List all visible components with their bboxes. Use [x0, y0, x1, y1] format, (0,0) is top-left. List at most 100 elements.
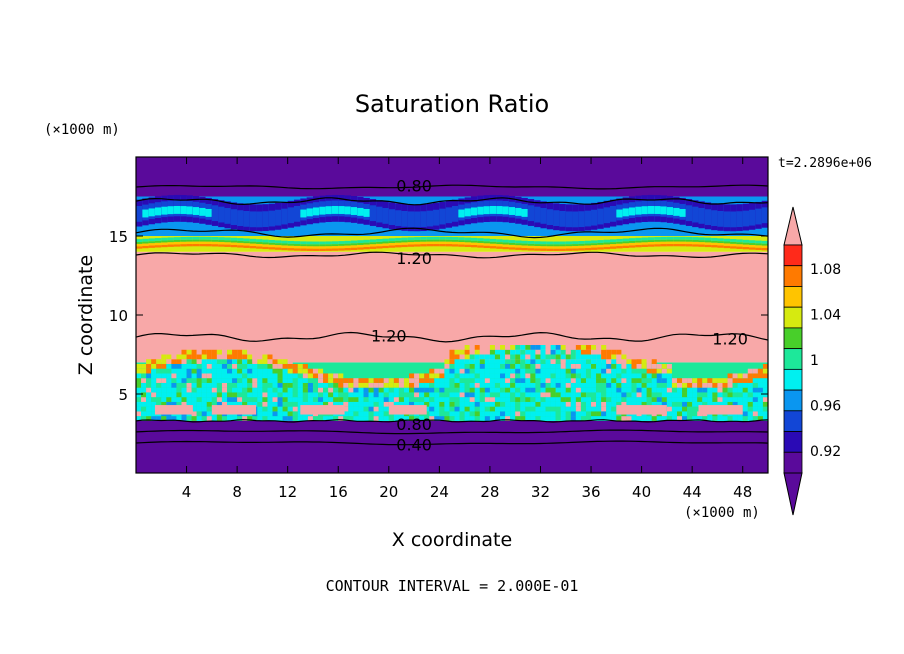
field-cell-1305	[403, 397, 410, 402]
field-cell-1123	[307, 401, 313, 407]
field-cell-1999	[641, 373, 647, 379]
field-cell-1073	[287, 406, 293, 412]
field-cell-467	[483, 238, 490, 242]
contour-label-4: 0.80	[396, 415, 432, 434]
field-cell-649	[136, 392, 142, 398]
field-cell-62	[294, 205, 301, 222]
field-cell-707	[161, 416, 167, 421]
field-cell-1474	[474, 416, 480, 421]
field-cell-1559	[500, 392, 506, 398]
field-cell-320	[256, 246, 263, 249]
field-cell-853	[206, 349, 212, 355]
field-cell-113	[420, 211, 427, 228]
field-cell-1306	[403, 392, 410, 398]
field-cell-429	[426, 241, 434, 244]
field-cell-762	[176, 354, 182, 360]
field-cell-1347	[424, 382, 430, 388]
field-cell-1233	[363, 397, 369, 402]
field-cell-330	[268, 242, 276, 245]
field-cell-1148	[318, 387, 324, 393]
contour-label-0: 0.80	[396, 176, 432, 195]
field-cell-2245	[762, 378, 768, 383]
field-cell-2241	[762, 397, 768, 402]
field-cell-456	[470, 244, 478, 248]
field-cell-357	[312, 246, 320, 249]
field-cell-190	[622, 208, 629, 217]
field-cell-1609	[515, 382, 521, 388]
field-cell-1238	[368, 416, 374, 421]
field-cell-1469	[469, 363, 475, 369]
field-cell-1828	[585, 406, 592, 412]
field-cell-1611	[515, 373, 521, 379]
field-cell-1516	[484, 368, 490, 374]
field-band-5	[136, 157, 768, 197]
field-cell-2006	[646, 401, 652, 407]
field-cell-1903	[606, 354, 612, 360]
field-cell-1035	[272, 397, 278, 402]
field-cell-1590	[510, 397, 516, 402]
field-cell-1645	[525, 363, 531, 369]
field-cell-1706	[545, 378, 551, 383]
field-cell-1477	[474, 401, 480, 407]
field-cell-1281	[388, 382, 394, 388]
field-cell-1081	[287, 368, 293, 374]
field-cell-884	[221, 416, 228, 421]
field-cell-1686	[540, 397, 546, 402]
field-cell-46	[243, 210, 250, 227]
field-cell-2224	[752, 373, 758, 379]
field-cell-1435	[459, 378, 465, 383]
field-cell-770	[181, 387, 187, 393]
field-cell-1187	[338, 397, 344, 402]
field-cell-1610	[515, 378, 521, 383]
field-cell-1917	[611, 359, 617, 364]
field-cell-745	[171, 368, 177, 374]
field-cell-1385	[444, 406, 450, 412]
field-cell-1169	[328, 387, 334, 393]
field-cell-1653	[530, 401, 536, 407]
field-cell-648	[136, 397, 142, 402]
field-cell-1795	[575, 411, 581, 417]
field-cell-2053	[666, 416, 672, 421]
field-cell-1793	[570, 345, 576, 350]
field-cell-2137	[712, 416, 718, 421]
field-cell-842	[206, 401, 212, 407]
contour-label-5: 0.40	[396, 436, 432, 455]
field-cell-1551	[494, 354, 501, 360]
field-cell-1953	[626, 397, 632, 402]
field-cell-830	[201, 387, 207, 393]
field-cell-646	[136, 406, 142, 412]
field-cell-963	[247, 397, 253, 402]
field-cell-617	[723, 243, 731, 246]
field-cell-1561	[500, 382, 506, 388]
field-cell-887	[221, 401, 228, 407]
field-cell-2033	[656, 397, 662, 402]
field-cell-681	[151, 416, 157, 421]
y-tick-label-1: 10	[109, 307, 128, 325]
field-cell-286	[199, 239, 206, 242]
field-cell-1746	[560, 416, 566, 421]
field-cell-500	[540, 248, 547, 251]
field-cell-563	[635, 237, 642, 241]
field-cell-2197	[742, 401, 748, 407]
field-cell-1714	[550, 416, 556, 421]
field-cell-667	[141, 363, 147, 369]
field-cell-1271	[383, 387, 389, 393]
field-cell-601	[698, 242, 705, 245]
field-cell-568	[647, 244, 655, 247]
field-cell-1846	[591, 397, 597, 402]
field-cell-741	[171, 387, 177, 393]
field-cell-1351	[429, 411, 435, 417]
field-cell-1578	[505, 378, 511, 383]
field-cell-636	[755, 247, 762, 251]
field-cell-749	[176, 416, 182, 421]
field-cell-1918	[611, 354, 617, 360]
field-cell-1955	[626, 387, 632, 393]
field-cell-992	[257, 401, 263, 407]
field-cell-1584	[505, 349, 511, 355]
field-cell-589	[679, 241, 686, 244]
field-cell-634	[749, 243, 756, 245]
field-cell-54	[268, 210, 276, 227]
field-cell-60	[287, 207, 294, 224]
field-cell-464	[483, 245, 490, 249]
field-cell-738	[171, 401, 177, 407]
